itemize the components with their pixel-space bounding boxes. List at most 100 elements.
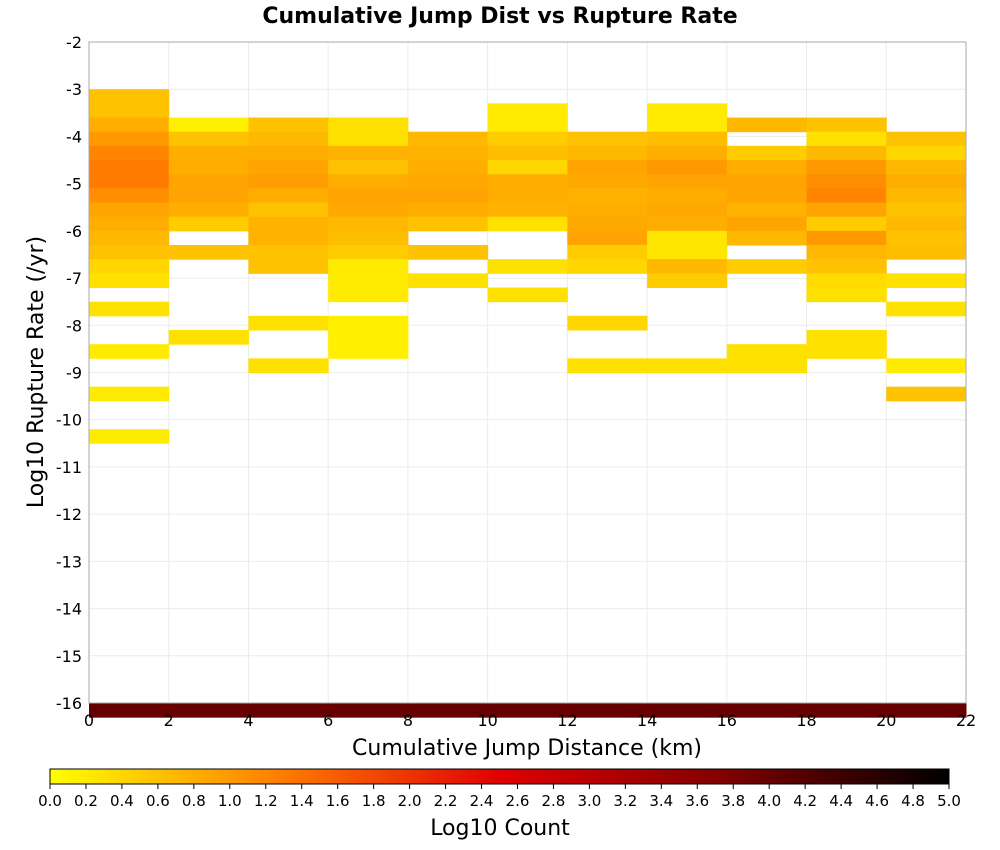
colorbar-tick-label: 2.4 (470, 792, 494, 810)
colorbar-tick-label: 3.0 (577, 792, 601, 810)
heatmap-cell (248, 216, 329, 232)
heatmap-cell (248, 315, 329, 331)
colorbar-tick-label: 3.2 (613, 792, 637, 810)
y-tick-labels: -2 -3 -4 -5 -6 -7 -8 -9 -10 -11 -12 -13 -14 -15 -16 (56, 33, 82, 713)
colorbar-tick-labels: 0.0 0.2 0.4 0.6 0.8 1.0 1.2 1.4 1.6 1.8 2.0 2.2 2.4 2… (38, 784, 961, 810)
heatmap-cell (89, 145, 170, 161)
colorbar-tick-label: 3.6 (685, 792, 709, 810)
heatmap-cell (248, 230, 329, 246)
heatmap-cell (168, 174, 249, 189)
heatmap-cell (328, 117, 409, 133)
heatmap-cell (248, 117, 329, 133)
heatmap-cell (328, 230, 409, 246)
heatmap-cell (168, 145, 249, 161)
heatmap-cell (647, 358, 728, 373)
y-tick-label: -7 (66, 269, 82, 288)
heatmap-cell (647, 703, 728, 718)
y-tick-label: -2 (66, 33, 82, 52)
heatmap-cell (487, 287, 568, 303)
heatmap-cell (806, 287, 887, 303)
x-tick-label: 16 (717, 711, 737, 730)
heatmap-cell (806, 188, 887, 204)
y-tick-label: -14 (56, 600, 82, 619)
colorbar-tick-label: 4.8 (901, 792, 925, 810)
heatmap-cell (886, 386, 967, 402)
heatmap-cell (726, 160, 808, 175)
heatmap-cell (487, 259, 568, 274)
heatmap-cell (89, 230, 170, 246)
x-tick-labels: 0 2 4 6 8 10 12 14 16 18 20 22 (84, 711, 976, 730)
heatmap-cell (806, 202, 887, 218)
heatmap-cell (886, 216, 967, 232)
heatmap-cell (248, 245, 329, 260)
heatmap-cell (328, 315, 409, 331)
heatmap-cell (248, 202, 329, 218)
heatmap-cell (886, 160, 967, 175)
heatmap-cell (567, 145, 648, 161)
x-tick-label: 8 (403, 711, 413, 730)
heatmap-cell (567, 216, 648, 232)
heatmap-cell (487, 216, 568, 232)
y-tick-label: -10 (56, 411, 82, 430)
heatmap-cell (248, 259, 329, 274)
heatmap-cell (886, 273, 967, 289)
colorbar-tick-label: 0.6 (146, 792, 170, 810)
heatmap-cell (168, 188, 249, 204)
heatmap-cell (886, 131, 967, 147)
heatmap-cell (647, 145, 728, 161)
x-tick-label: 20 (876, 711, 896, 730)
heatmap-cell (89, 344, 170, 359)
heatmap-cell (806, 131, 887, 147)
heatmap-cell (89, 117, 170, 133)
heatmap-cell (89, 89, 170, 104)
heatmap-cell (328, 273, 409, 289)
heatmap-cell (567, 245, 648, 260)
x-tick-label: 14 (637, 711, 657, 730)
heatmap-cell (248, 174, 329, 189)
heatmap-cell (567, 703, 648, 718)
heatmap-cell (168, 216, 249, 232)
heatmap-cell (487, 131, 568, 147)
heatmap-cell (806, 216, 887, 232)
heatmap-cell (647, 230, 728, 246)
colorbar-tick-label: 1.4 (290, 792, 314, 810)
heatmap-cell (806, 259, 887, 274)
heatmap-cell (567, 358, 648, 373)
heatmap-cell (168, 245, 249, 260)
heatmap-cell (647, 174, 728, 189)
colorbar-tick-label: 3.8 (721, 792, 745, 810)
x-tick-label: 10 (477, 711, 497, 730)
heatmap-cell (567, 160, 648, 175)
x-tick-label: 18 (796, 711, 816, 730)
colorbar-tick-label: 2.8 (542, 792, 566, 810)
colorbar-tick-label: 4.6 (865, 792, 889, 810)
heatmap-cell (248, 703, 329, 718)
colorbar-tick-label: 3.4 (649, 792, 673, 810)
heatmap-cell (248, 145, 329, 161)
heatmap-cell (328, 160, 409, 175)
heatmap-cell (806, 160, 887, 175)
heatmap-cell (806, 117, 887, 133)
heatmap-cell (886, 301, 967, 317)
x-tick-label: 6 (323, 711, 333, 730)
heatmap-cell (726, 117, 808, 133)
heatmap-cell (567, 202, 648, 218)
heatmap-cell (89, 188, 170, 204)
heatmap-cell (487, 174, 568, 189)
heatmap-cell (248, 131, 329, 147)
heatmap-cell (806, 703, 887, 718)
heatmap-cell (407, 145, 489, 161)
chart-title: Cumulative Jump Dist vs Rupture Rate (262, 4, 737, 29)
heatmap-cell (328, 330, 409, 345)
heatmap-cell (168, 330, 249, 345)
heatmap-cell (726, 145, 808, 161)
heatmap-cell (886, 230, 967, 246)
heatmap-cell (168, 131, 249, 147)
y-tick-label: -16 (56, 694, 82, 713)
colorbar (49, 768, 950, 785)
heatmap-cell (407, 174, 489, 189)
heatmap-cell (487, 117, 568, 133)
x-axis-label: Cumulative Jump Distance (km) (352, 736, 702, 761)
y-tick-label: -8 (66, 316, 82, 335)
heatmap-cell (89, 703, 170, 718)
